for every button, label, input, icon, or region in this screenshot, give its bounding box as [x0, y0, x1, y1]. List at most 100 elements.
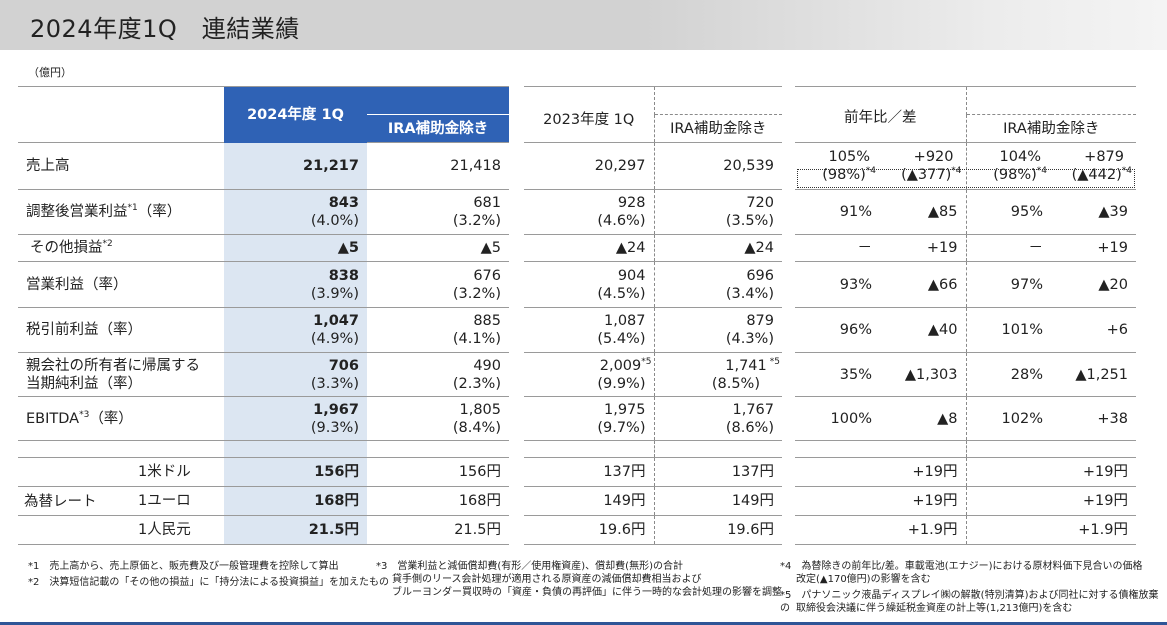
- fx-name: 1人民元: [138, 522, 191, 538]
- fx-label-cell: 為替レート 1ユーロ: [18, 486, 224, 516]
- cell: 149円: [653, 486, 782, 516]
- table-2024: 2024年度 1Q IRA補助金除き 売上高 21,217 21,418 調整後…: [18, 86, 509, 545]
- cell: 105% (98%)*4: [795, 142, 880, 190]
- cell: ▲8: [880, 396, 966, 441]
- cell: 20,297: [524, 142, 654, 190]
- header-yoy-ira-top: [965, 86, 1136, 115]
- cell: 137円: [524, 457, 654, 487]
- cell: 904 (4.5%): [524, 261, 654, 308]
- title-bar: 2024年度1Q 連結業績: [0, 0, 1167, 50]
- row-label: 調整後営業利益*1（率）: [18, 189, 224, 235]
- header-blank: [18, 86, 224, 115]
- row-label: 税引前利益（率）: [18, 307, 224, 353]
- footnote-4a: *4 為替除きの前年比/差。車載電池(エナジー)における原材料価下見合いの価格: [780, 561, 1143, 572]
- cell: ▲1,303: [880, 352, 966, 397]
- cell: +920 (▲377)*4: [880, 142, 966, 190]
- cell: 19.6円: [524, 515, 654, 545]
- header-yoy-bottom: [795, 114, 966, 143]
- cell: 101%: [965, 307, 1051, 353]
- cell: ▲24: [524, 234, 654, 262]
- cell: 156円: [224, 457, 367, 487]
- cell: 21,418: [367, 142, 509, 190]
- row-label: 親会社の所有者に帰属する 当期純利益（率）: [18, 352, 224, 397]
- header-2023-bottom: [524, 114, 654, 143]
- cell: +19円: [1051, 457, 1136, 487]
- table-2023: 2023年度 1Q IRA補助金除き 20,297 20,539 928 (4.6%…: [524, 86, 782, 545]
- cell: 93%: [795, 261, 880, 308]
- cell: 100%: [795, 396, 880, 441]
- cell: ▲66: [880, 261, 966, 308]
- cell: 21.5円: [367, 515, 509, 545]
- fx-name: 1米ドル: [138, 464, 191, 480]
- row-sales: 売上高 21,217 21,418: [18, 142, 509, 190]
- cell: ▲5: [367, 234, 509, 262]
- cell: 95%: [965, 189, 1051, 235]
- cell: ▲20: [1051, 261, 1136, 308]
- cell: +1.9円: [1051, 515, 1136, 545]
- cell: 879 (4.3%): [653, 307, 782, 353]
- cell: 706 (3.3%): [224, 352, 367, 397]
- cell: 35%: [795, 352, 880, 397]
- cell: +6: [1051, 307, 1136, 353]
- cell: ▲24: [653, 234, 782, 262]
- cell: 720 (3.5%): [653, 189, 782, 235]
- cell: ▲40: [880, 307, 966, 353]
- cell: 490 (2.3%): [367, 352, 509, 397]
- row-label: 売上高: [18, 142, 224, 190]
- cell: 2,009*5 (9.9%): [524, 352, 654, 397]
- row-label: EBITDA*3（率）: [18, 396, 224, 441]
- cell: 1,767 (8.6%): [653, 396, 782, 441]
- cell: +879 (▲442)*4: [1051, 142, 1136, 190]
- cell: 681 (3.2%): [367, 189, 509, 235]
- fx-label-cell: 1米ドル: [18, 457, 224, 487]
- header-2024-ira: IRA補助金除き: [367, 114, 509, 143]
- header-2023-ira-top: [653, 86, 782, 115]
- row-fx-cny: 1人民元 21.5円 21.5円: [18, 515, 509, 545]
- row-pretax: 税引前利益（率） 1,047 (4.9%) 885 (4.1%): [18, 307, 509, 353]
- cell: 928 (4.6%): [524, 189, 654, 235]
- cell: －: [965, 234, 1051, 262]
- cell: 19.6円: [653, 515, 782, 545]
- cell: ▲1,251: [1051, 352, 1136, 397]
- cell: 28%: [965, 352, 1051, 397]
- cell: 97%: [965, 261, 1051, 308]
- ex-fx-highlight-box: [797, 169, 1135, 188]
- row-ebitda: EBITDA*3（率） 1,967 (9.3%) 1,805 (8.4%): [18, 396, 509, 441]
- cell: ▲39: [1051, 189, 1136, 235]
- cell: +38: [1051, 396, 1136, 441]
- cell: 137円: [653, 457, 782, 487]
- header-2023: 2023年度 1Q: [524, 86, 654, 128]
- cell: 149円: [524, 486, 654, 516]
- row-adj-op-profit: 調整後営業利益*1（率） 843 (4.0%) 681 (3.2%): [18, 189, 509, 235]
- unit-label: （億円）: [28, 66, 72, 79]
- cell: +1.9円: [880, 515, 966, 545]
- table-yoy: 前年比／差 IRA補助金除き 105% (98%)*4 +920 (▲377)*…: [795, 86, 1136, 545]
- header-2024: 2024年度 1Q: [224, 86, 367, 143]
- header-2024-top: [367, 86, 509, 115]
- row-other: その他損益*2 ▲5 ▲5: [18, 234, 509, 262]
- cell: +19円: [880, 486, 966, 516]
- cell: 1,047 (4.9%): [224, 307, 367, 353]
- cell: 104% (98%)*4: [965, 142, 1051, 190]
- footnote-4b: 改定(▲170億円)の影響を含む: [796, 574, 931, 585]
- header-yoy: 前年比／差: [795, 86, 966, 126]
- row-op-profit: 営業利益（率） 838 (3.9%) 676 (3.2%): [18, 261, 509, 308]
- cell: 21,217: [224, 142, 367, 190]
- row-fx-eur: 為替レート 1ユーロ 168円 168円: [18, 486, 509, 516]
- cell: 1,087 (5.4%): [524, 307, 654, 353]
- footnote-5a: *5 パナソニック液晶ディスプレイ㈱の解散(特別清算)および同社に対する債権放棄…: [780, 590, 1159, 614]
- cell: 676 (3.2%): [367, 261, 509, 308]
- footnote-1: *1 売上高から、売上原価と、販売費及び一般管理費を控除して算出: [28, 561, 339, 572]
- cell: 838 (3.9%): [224, 261, 367, 308]
- cell: +19円: [880, 457, 966, 487]
- fx-label: 為替レート: [24, 494, 97, 510]
- bottom-rule: [0, 622, 1167, 625]
- cell: +19: [1051, 234, 1136, 262]
- cell: 91%: [795, 189, 880, 235]
- cell: 156円: [367, 457, 509, 487]
- cell: 168円: [367, 486, 509, 516]
- cell: 843 (4.0%): [224, 189, 367, 235]
- header-yoy-ira: IRA補助金除き: [965, 114, 1136, 143]
- footnote-3c: ブルーヨンダー買収時の「資産・負債の再評価」に伴う一時的な会計処理の影響を調整: [392, 587, 782, 598]
- row-fx-usd: 1米ドル 156円 156円: [18, 457, 509, 487]
